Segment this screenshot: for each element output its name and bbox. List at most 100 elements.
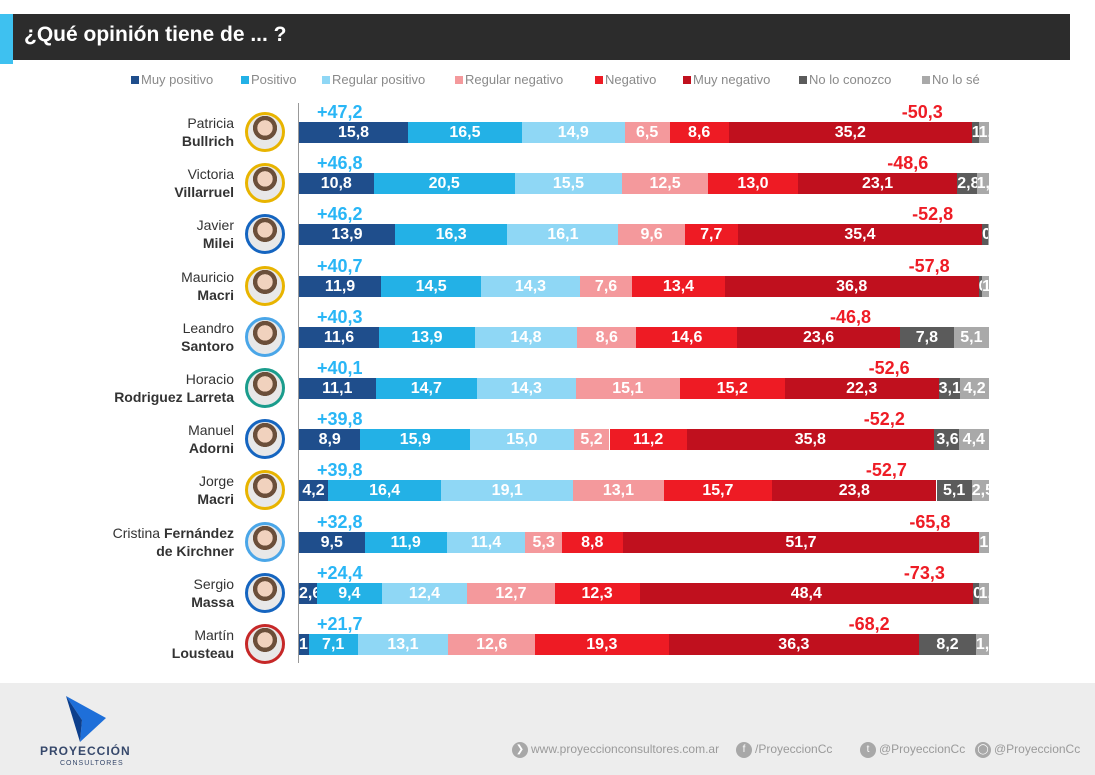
bar-segment: 11,6 <box>299 326 380 348</box>
legend-label: No lo sé <box>932 72 980 87</box>
instagram-link[interactable]: ◯ @ProyeccionCc <box>975 742 1080 758</box>
bar-segment: 7,7 <box>684 224 738 246</box>
twitter-link[interactable]: t @ProyeccionCc <box>860 742 965 758</box>
bar-segment: 35,2 <box>728 122 972 143</box>
facebook-link[interactable]: f/ProyeccionCc <box>736 742 832 758</box>
row-last-name: Santoro <box>181 337 234 354</box>
bar-segment: 23,8 <box>772 480 937 502</box>
data-label: 15,9 <box>399 431 431 449</box>
data-label: 8,8 <box>581 533 604 551</box>
negative-total: -52,6 <box>868 358 910 378</box>
bar-segment: 9,5 <box>299 531 365 553</box>
avatar <box>245 112 285 152</box>
row-first-name: Manuel <box>188 422 234 439</box>
bar-segment: 13,1 <box>573 480 664 502</box>
row-name: Martín Lousteau <box>0 626 234 662</box>
row-name: Victoria Villarruel <box>0 165 234 201</box>
bar-segment: 11,1 <box>299 378 376 399</box>
legend-item: No lo sé <box>922 72 980 87</box>
data-label: 14,8 <box>510 328 542 346</box>
negative-total: -52,7 <box>865 460 907 481</box>
bar-segment: 2,8 <box>957 173 980 195</box>
positive-total: +40,1 <box>317 358 363 378</box>
bar-segment: 10,8 <box>299 173 374 195</box>
website-link[interactable]: ❯ www.proyeccionconsultores.com.ar <box>512 742 719 758</box>
row-first-name: Martín <box>194 627 234 643</box>
data-label: 4,4 <box>962 431 985 449</box>
positive-total: +24,4 <box>317 562 363 583</box>
legend-item: No lo conozco <box>799 72 891 87</box>
data-label: 13,0 <box>737 175 769 193</box>
legend-swatch <box>131 76 139 84</box>
bar-segment: 15,0 <box>470 429 574 451</box>
title-accent <box>0 14 13 64</box>
row-last-name: Massa <box>191 593 234 610</box>
legend-label: Negativo <box>605 72 657 87</box>
negative-total: -48,6 <box>887 153 929 174</box>
data-label: 5,3 <box>532 533 555 551</box>
row-first-name: Sergio <box>193 575 234 592</box>
data-label: 1,0 <box>982 277 1005 295</box>
bar-segment: 15,7 <box>663 480 773 502</box>
row-name: Horacio Rodriguez Larreta <box>0 370 234 406</box>
twitter-icon: t <box>860 742 876 758</box>
legend-swatch <box>922 76 930 84</box>
row-name: Javier Milei <box>0 216 234 252</box>
row-name: Mauricio Macri <box>0 268 234 304</box>
data-label: 6,5 <box>635 124 659 141</box>
data-label: 35,8 <box>794 431 826 449</box>
positive-total: +39,8 <box>317 409 363 430</box>
axis-line <box>298 103 299 663</box>
row-first-name: Jorge <box>198 473 234 490</box>
row-last-name: Bullrich <box>181 133 234 149</box>
bar-segment: 15,5 <box>514 173 622 195</box>
row-first-name: Javier <box>196 217 234 234</box>
bar-segment: 35,8 <box>686 429 934 451</box>
bar-segment: 36,8 <box>724 275 979 297</box>
legend-item: Regular positivo <box>322 72 425 87</box>
data-label: 14,3 <box>510 380 542 397</box>
bar-segment: 1,4 <box>979 531 1002 553</box>
row-first-name: Mauricio <box>181 268 234 285</box>
twitter-handle: @ProyeccionCc <box>879 742 966 757</box>
avatar <box>245 163 285 204</box>
bar-segment: 8,9 <box>299 429 361 451</box>
bar-segment: 36,3 <box>668 634 920 655</box>
bar-segment: 1,8 <box>976 173 999 195</box>
bar-segment: 14,9 <box>521 122 625 143</box>
bar-segment: 4,2 <box>299 480 328 502</box>
bar-segment: 1,0 <box>982 275 1004 297</box>
row-last-name: Macri <box>197 491 234 508</box>
avatar <box>245 265 285 306</box>
bar-segment: 9,6 <box>618 224 685 246</box>
bar-segment: 19,1 <box>441 480 574 502</box>
legend-swatch <box>799 76 807 84</box>
data-label: 35,2 <box>834 124 866 141</box>
bar-segment: 15,1 <box>575 378 680 399</box>
data-label: 11,2 <box>633 431 664 449</box>
row-name: Cristina Fernández de Kirchner <box>0 524 234 560</box>
bar-segment: 13,4 <box>632 275 725 297</box>
bar-segment: 14,3 <box>477 378 576 399</box>
avatar <box>245 624 285 664</box>
data-label: 1,5 <box>978 124 1001 141</box>
bar-segment: 2,6 <box>299 582 321 604</box>
legend-item: Negativo <box>595 72 656 87</box>
legend-item: Muy negativo <box>683 72 770 87</box>
brand-subtitle: CONSULTORES <box>60 760 124 767</box>
data-label: 15,1 <box>612 380 644 397</box>
legend-label: Muy negativo <box>693 72 771 87</box>
positive-total: +40,3 <box>317 306 363 327</box>
bar-segment: 4,2 <box>960 378 989 399</box>
data-label: 3,1 <box>938 380 961 397</box>
bar-segment: 48,4 <box>639 582 974 604</box>
data-label: 12,5 <box>649 175 681 193</box>
bar-segment: 11,2 <box>609 429 687 451</box>
bar-segment: 12,6 <box>448 634 536 655</box>
bar-segment: 11,9 <box>299 275 382 297</box>
data-label: 51,7 <box>785 533 817 551</box>
data-label: 1,9 <box>975 636 999 653</box>
bar-segment: 35,4 <box>737 224 983 246</box>
bar-segment: 22,3 <box>784 378 939 399</box>
brand-logo-icon <box>66 696 106 742</box>
